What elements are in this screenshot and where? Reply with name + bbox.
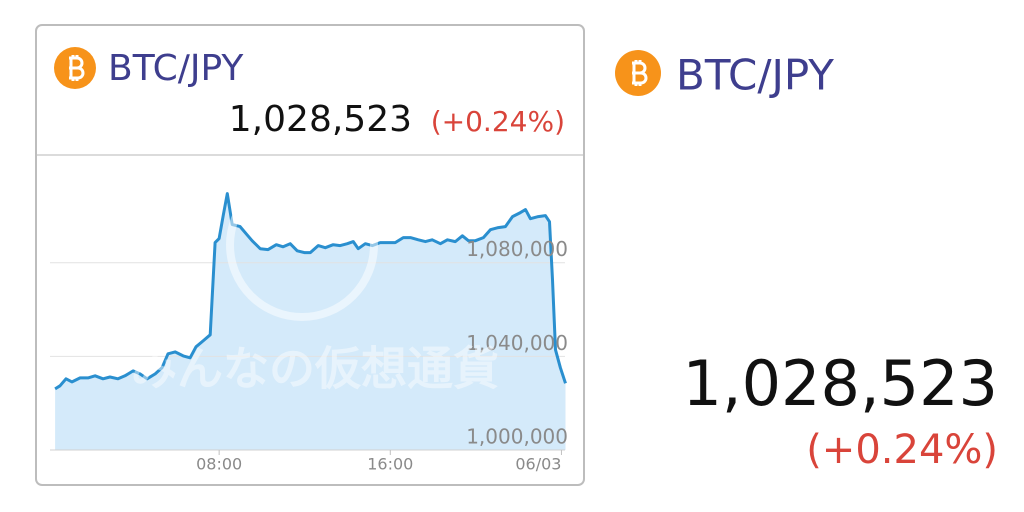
- summary-pair: BTC/JPY: [676, 51, 834, 100]
- area: [55, 193, 566, 450]
- card-price: 1,028,523: [229, 99, 412, 140]
- summary-change: (+0.24%): [806, 427, 998, 473]
- y-tick-label: 1,040,000: [466, 331, 568, 355]
- watermark: みんなの仮想通貨: [131, 342, 499, 396]
- btc-icon: [54, 47, 96, 89]
- watermark-logo: [226, 169, 378, 321]
- card-pair: BTC/JPY: [108, 48, 244, 89]
- x-tick-label: 06/03: [515, 455, 561, 474]
- x-tick-label: 16:00: [367, 455, 413, 474]
- plot: 1,000,000 1,040,000 1,080,000 08:00 16:00 06/…: [50, 192, 568, 474]
- x-tick-label: 08:00: [196, 455, 242, 474]
- y-tick-label: 1,000,000: [466, 425, 568, 449]
- y-tick-label: 1,080,000: [466, 237, 568, 261]
- card-change: (+0.24%): [431, 105, 565, 138]
- line: [54, 192, 567, 391]
- summary-price: 1,028,523: [682, 347, 998, 420]
- btc-icon: [615, 50, 661, 96]
